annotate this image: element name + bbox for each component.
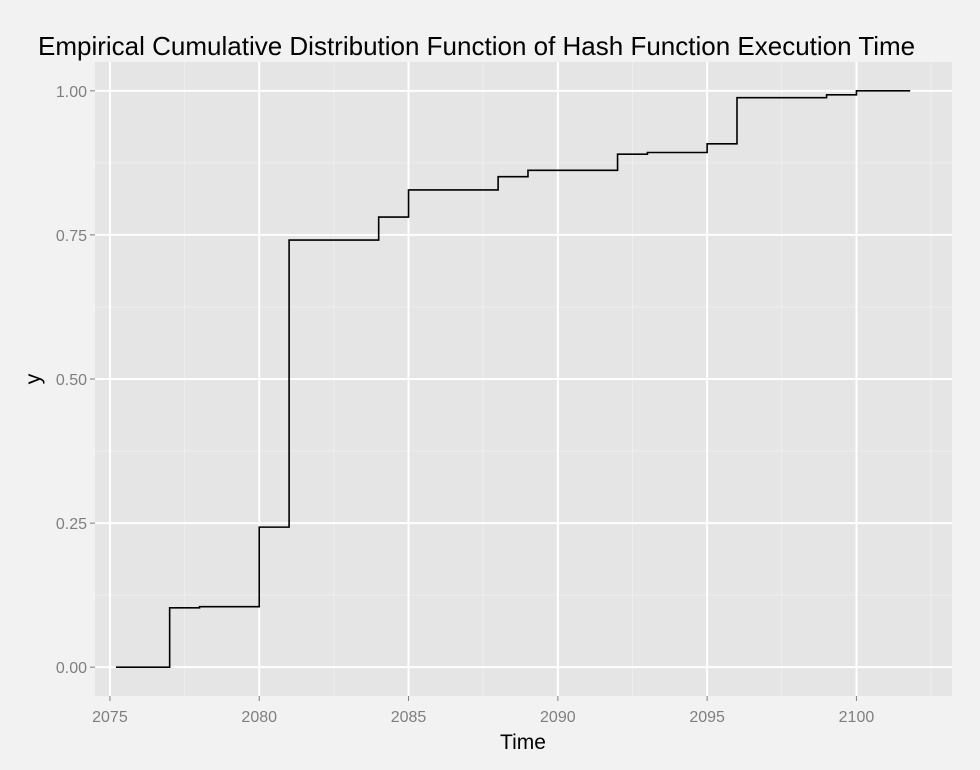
tick-labels: 2075 2080 2085 2090 2095 2100 0.00 0.25 0.50 0.75…	[56, 84, 874, 726]
x-tick-label: 2100	[839, 709, 875, 726]
x-tick-label: 2090	[540, 709, 576, 726]
data-layer	[115, 90, 911, 668]
major-grid	[95, 62, 952, 696]
axis-ticks	[90, 90, 857, 701]
y-tick-label: 0.00	[56, 660, 87, 677]
y-tick-label: 0.75	[56, 228, 87, 245]
chart-title: Empirical Cumulative Distribution Functi…	[38, 31, 915, 61]
y-tick-label: 0.25	[56, 516, 87, 533]
x-tick-label: 2085	[391, 709, 427, 726]
x-tick-label: 2080	[241, 709, 277, 726]
y-tick-label: 1.00	[56, 84, 87, 101]
x-tick-label: 2095	[689, 709, 725, 726]
ecdf-step-line	[115, 90, 911, 668]
y-axis-title: y	[22, 373, 45, 384]
x-tick-label: 2075	[92, 709, 128, 726]
y-tick-label: 0.50	[56, 372, 87, 389]
x-axis-title: Time	[500, 731, 546, 754]
